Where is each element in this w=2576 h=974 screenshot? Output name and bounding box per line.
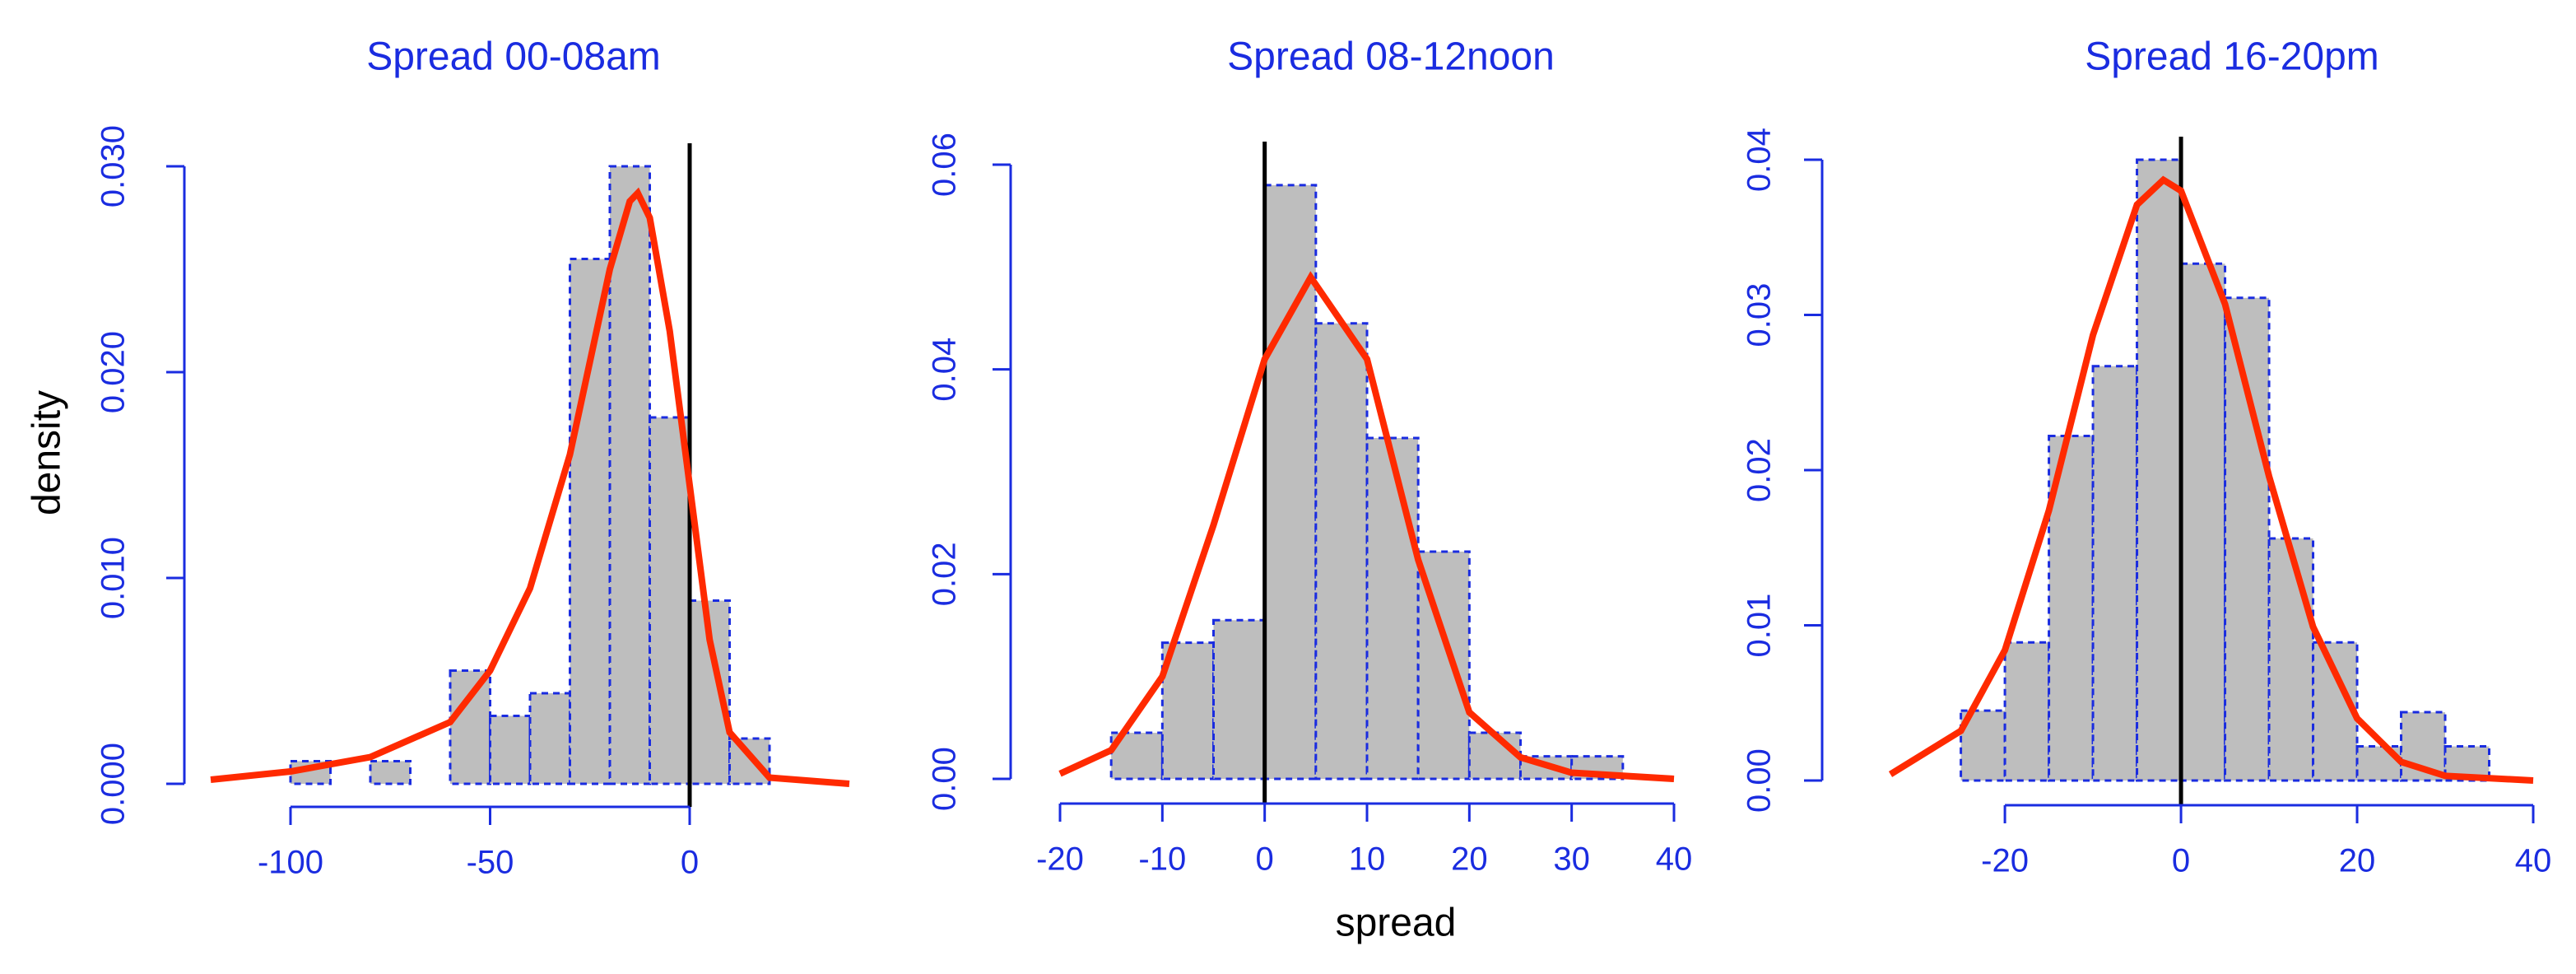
histogram-bar xyxy=(2091,365,2139,782)
y-tick-label: 0.010 xyxy=(95,537,132,619)
histogram-bar xyxy=(728,737,771,785)
histogram-bar xyxy=(1467,731,1523,781)
chart-title: Spread 16-20pm xyxy=(2085,35,2379,79)
x-tick-label: 20 xyxy=(1451,841,1488,878)
x-tick-label: -20 xyxy=(1036,841,1084,878)
x-tick-label: 0 xyxy=(2172,843,2190,879)
density-curve xyxy=(1888,175,2534,784)
chart-title: Spread 08-12noon xyxy=(1227,35,1555,79)
histogram-bar xyxy=(369,760,412,785)
density-curve xyxy=(1058,271,1675,782)
y-tick-label: 0.02 xyxy=(927,542,963,606)
histogram-bar xyxy=(1263,184,1318,781)
x-tick-label: -50 xyxy=(467,845,514,881)
y-tick-label: 0.06 xyxy=(927,133,963,197)
histogram-bar xyxy=(449,669,491,785)
histogram-bar xyxy=(528,692,571,785)
y-tick-label: 0.03 xyxy=(1741,283,1778,347)
histogram-bar xyxy=(2179,262,2227,782)
y-tick-label: 0.00 xyxy=(1741,748,1778,813)
chart-title: Spread 00-08am xyxy=(366,35,661,79)
density-curve xyxy=(210,187,850,787)
x-tick-label: 0 xyxy=(1256,841,1274,878)
y-tick-label: 0.020 xyxy=(95,331,132,413)
y-tick-label: 0.030 xyxy=(95,125,132,207)
x-tick-label: 30 xyxy=(1553,841,1590,878)
y-tick-label: 0.01 xyxy=(1741,594,1778,658)
histogram-bar xyxy=(1109,731,1164,781)
x-tick-label: 0 xyxy=(681,845,699,881)
x-tick-label: 40 xyxy=(1656,841,1693,878)
x-tick-label: 40 xyxy=(2515,843,2552,879)
y-tick-label: 0.04 xyxy=(927,338,963,402)
x-tick-label: -100 xyxy=(258,845,323,881)
x-tick-label: -10 xyxy=(1138,841,1186,878)
histogram-bar xyxy=(2267,537,2315,782)
histogram-bar xyxy=(1314,322,1369,781)
y-tick-label: 0.02 xyxy=(1741,438,1778,502)
histogram-bar xyxy=(1365,436,1420,781)
y-tick-label: 0.00 xyxy=(927,747,963,811)
histogram-bar xyxy=(2136,158,2183,782)
x-tick-label: 10 xyxy=(1349,841,1386,878)
histogram-bar xyxy=(2003,641,2051,782)
histogram-bar xyxy=(649,416,691,785)
y-tick-label: 0.04 xyxy=(1741,128,1778,192)
histogram-bar xyxy=(2224,296,2271,782)
histogram-bar xyxy=(608,165,651,785)
x-tick-label: -20 xyxy=(1981,843,2029,879)
histogram-bar xyxy=(489,715,532,785)
histogram-bar xyxy=(1212,618,1267,781)
y-axis-label: density xyxy=(26,390,69,515)
x-axis-label: spread xyxy=(1336,902,1457,945)
x-tick-label: 20 xyxy=(2339,843,2376,879)
y-tick-label: 0.000 xyxy=(95,743,132,825)
histogram-bar xyxy=(569,258,611,785)
